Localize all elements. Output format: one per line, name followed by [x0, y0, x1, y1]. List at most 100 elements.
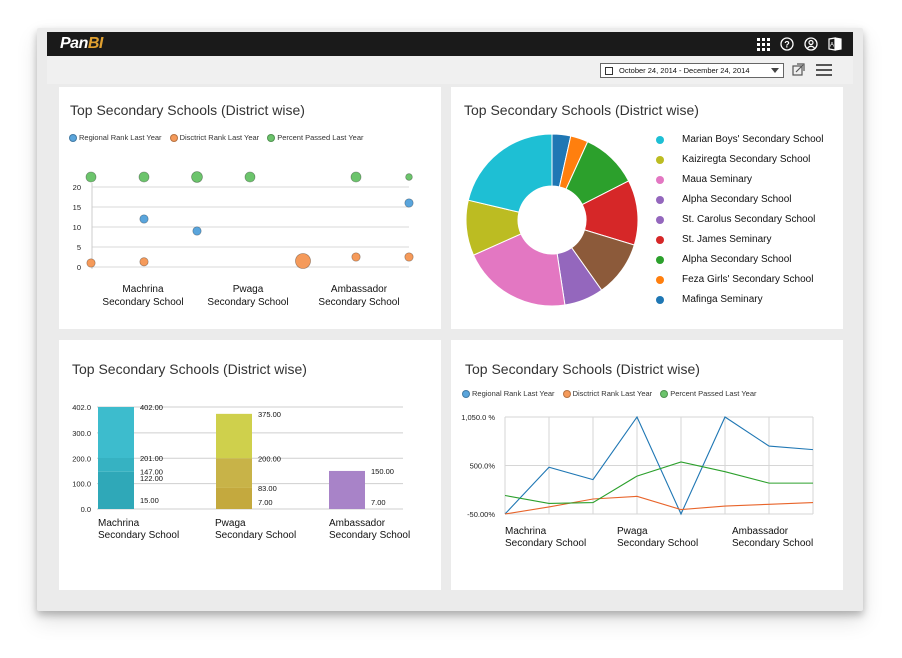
- series-line: [504, 495, 814, 515]
- pie-slice: [472, 233, 566, 307]
- bar-segment: [98, 471, 134, 509]
- chart-legend: Regional Rank Last Year Disctrict Rank L…: [462, 389, 757, 398]
- legend-item[interactable]: Percent Passed Last Year: [660, 389, 757, 398]
- legend-swatch: [656, 236, 664, 244]
- x-tick-label: Pwaga: [617, 526, 648, 537]
- x-tick-label: Secondary School: [505, 538, 586, 549]
- line-chart: 1,050.0 %500.0%-50.00%MachrinaSecondary …: [461, 413, 814, 549]
- data-point: [404, 198, 414, 208]
- legend-swatch: [656, 196, 664, 204]
- data-point: [85, 171, 97, 183]
- data-point: [191, 171, 203, 183]
- export-icon[interactable]: [791, 63, 807, 77]
- legend-label: Alpha Secondary School: [682, 254, 792, 265]
- x-tick-label: Secondary School: [102, 297, 183, 308]
- x-tick-label: Machrina: [505, 526, 547, 537]
- legend-label: Feza Girls' Secondary School: [682, 274, 814, 285]
- data-point: [139, 214, 149, 224]
- data-point: [138, 171, 150, 183]
- pie-slice: [467, 133, 553, 213]
- legend-label: Kaiziregta Secondary School: [682, 154, 811, 165]
- data-point: [351, 252, 361, 262]
- chevron-down-icon[interactable]: [771, 68, 779, 73]
- panel-title: Top Secondary Schools (District wise): [465, 361, 700, 377]
- legend-item[interactable]: Regional Rank Last Year: [462, 389, 555, 398]
- x-tick-label: Secondary School: [215, 530, 296, 541]
- grid-menu-icon[interactable]: [755, 36, 771, 52]
- panel-title: Top Secondary Schools (District wise): [70, 102, 305, 118]
- help-icon[interactable]: ?: [779, 36, 795, 52]
- y-tick-label: -50.00%: [467, 510, 495, 519]
- series-line: [504, 415, 814, 516]
- data-label: 7.00: [258, 498, 273, 507]
- y-tick-label: 0: [77, 263, 81, 272]
- y-tick-label: 200.0: [72, 454, 91, 463]
- chart-legend: Regional Rank Last Year Disctrict Rank L…: [69, 133, 364, 142]
- user-profile-icon[interactable]: [803, 36, 819, 52]
- data-point: [86, 258, 96, 268]
- top-bar: PanBI ? A: [47, 32, 853, 56]
- hamburger-menu-icon[interactable]: [816, 63, 832, 77]
- legend-label: Marian Boys' Secondary School: [682, 134, 824, 145]
- x-tick-label: Machrina: [98, 518, 140, 529]
- data-label: 83.00: [258, 484, 277, 493]
- filter-toolbar: October 24, 2014 - December 24, 2014: [47, 56, 853, 84]
- y-tick-label: 300.0: [72, 429, 91, 438]
- y-tick-label: 10: [73, 223, 81, 232]
- bar-segment: [329, 470, 365, 509]
- legend-label: Maua Seminary: [682, 174, 753, 185]
- data-point: [244, 171, 256, 183]
- data-label: 402.00: [140, 403, 163, 412]
- y-tick-label: 1,050.0 %: [461, 413, 495, 422]
- legend-swatch: [656, 296, 664, 304]
- date-range-selector[interactable]: October 24, 2014 - December 24, 2014: [600, 63, 784, 78]
- legend-label: Mafinga Seminary: [682, 294, 763, 305]
- series-line: [504, 461, 813, 504]
- data-point: [404, 252, 414, 262]
- bar-segment: [216, 487, 252, 509]
- legend-swatch: [656, 276, 664, 284]
- y-tick-label: 20: [73, 183, 81, 192]
- x-tick-label: Ambassador: [732, 526, 789, 537]
- panel-title: Top Secondary Schools (District wise): [464, 102, 699, 118]
- data-label: 122.00: [140, 474, 163, 483]
- x-tick-label: Pwaga: [215, 518, 246, 529]
- scatter-chart: 20 15 10 5 0 Machrina Secondary School Pwaga Sec…: [73, 171, 414, 308]
- data-point: [350, 171, 362, 183]
- app-logo[interactable]: PanBI: [60, 35, 103, 52]
- panel-bars: Top Secondary Schools (District wise) 40…: [59, 340, 441, 590]
- legend-swatch: [656, 256, 664, 264]
- y-tick-label: 15: [73, 203, 81, 212]
- legend-item[interactable]: Regional Rank Last Year: [69, 133, 162, 142]
- data-point: [405, 173, 413, 181]
- legend-item[interactable]: Disctrict Rank Last Year: [562, 389, 652, 398]
- y-tick-label: 402.0: [72, 403, 91, 412]
- donut-chart: [465, 133, 639, 307]
- bar-segment: [98, 407, 134, 458]
- x-tick-label: Secondary School: [329, 530, 410, 541]
- data-point: [139, 257, 149, 267]
- svg-text:?: ?: [784, 40, 790, 50]
- y-tick-label: 100.0: [72, 480, 91, 489]
- x-tick-label: Secondary School: [318, 297, 399, 308]
- y-tick-label: 500.0%: [470, 462, 496, 471]
- data-label: 147.00: [140, 468, 163, 477]
- legend-item[interactable]: Disctrict Rank Last Year: [169, 133, 259, 142]
- y-tick-label: 0.0: [81, 505, 91, 514]
- date-range-checkbox[interactable]: [605, 67, 613, 75]
- x-tick-label: Secondary School: [732, 538, 813, 549]
- data-label: 375.00: [258, 410, 281, 419]
- data-label: 200.00: [258, 454, 281, 463]
- x-tick-label: Secondary School: [617, 538, 698, 549]
- data-label: 201.00: [140, 454, 163, 463]
- language-icon[interactable]: A: [827, 36, 843, 52]
- y-tick-label: 5: [77, 243, 81, 252]
- x-tick-label: Pwaga: [233, 284, 264, 295]
- x-tick-label: Ambassador: [329, 518, 386, 529]
- panel-title: Top Secondary Schools (District wise): [72, 361, 307, 377]
- data-point: [192, 226, 202, 236]
- legend-item[interactable]: Percent Passed Last Year: [267, 133, 364, 142]
- data-label: 15.00: [140, 496, 159, 505]
- x-tick-label: Ambassador: [331, 284, 388, 295]
- x-tick-label: Secondary School: [207, 297, 288, 308]
